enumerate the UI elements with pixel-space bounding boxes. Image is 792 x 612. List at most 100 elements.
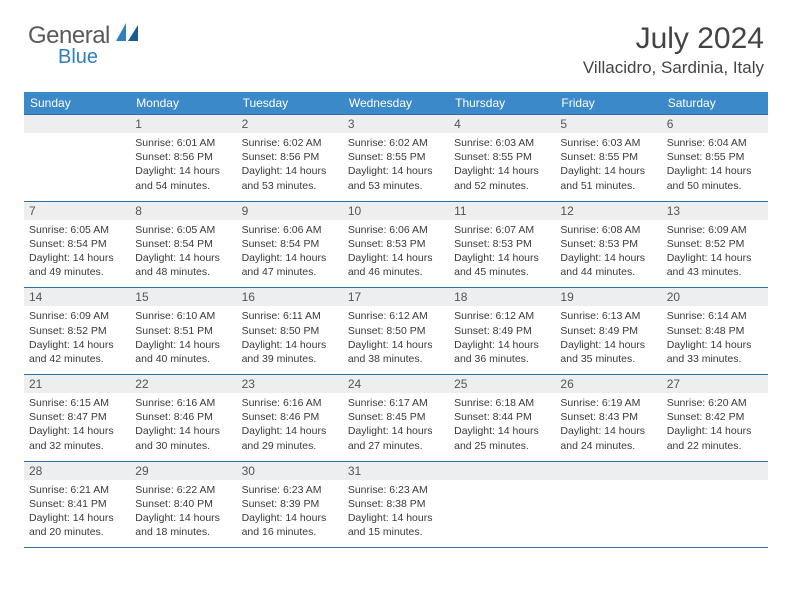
sunrise-line: Sunrise: 6:10 AM bbox=[135, 310, 215, 322]
page-title: July 2024 bbox=[583, 22, 764, 56]
daylight-line: Daylight: 14 hours and 15 minutes. bbox=[348, 512, 433, 538]
sunrise-line: Sunrise: 6:03 AM bbox=[560, 137, 640, 149]
sunset-line: Sunset: 8:39 PM bbox=[242, 498, 320, 510]
header: General Blue July 2024 Villacidro, Sardi… bbox=[0, 0, 792, 82]
daylight-line: Daylight: 14 hours and 27 minutes. bbox=[348, 425, 433, 451]
sunset-line: Sunset: 8:50 PM bbox=[242, 325, 320, 337]
sunrise-line: Sunrise: 6:19 AM bbox=[560, 397, 640, 409]
sunset-line: Sunset: 8:55 PM bbox=[348, 151, 426, 163]
calendar-cell: 16Sunrise: 6:11 AMSunset: 8:50 PMDayligh… bbox=[237, 288, 343, 375]
daylight-line: Daylight: 14 hours and 32 minutes. bbox=[29, 425, 114, 451]
day-number: 9 bbox=[237, 202, 343, 220]
sunset-line: Sunset: 8:55 PM bbox=[667, 151, 745, 163]
sunset-line: Sunset: 8:54 PM bbox=[29, 238, 107, 250]
day-number: 2 bbox=[237, 115, 343, 133]
calendar-cell: 1Sunrise: 6:01 AMSunset: 8:56 PMDaylight… bbox=[130, 115, 236, 202]
day-content: Sunrise: 6:07 AMSunset: 8:53 PMDaylight:… bbox=[449, 220, 555, 288]
daylight-line: Daylight: 14 hours and 36 minutes. bbox=[454, 339, 539, 365]
day-content: Sunrise: 6:08 AMSunset: 8:53 PMDaylight:… bbox=[555, 220, 661, 288]
calendar-cell: 23Sunrise: 6:16 AMSunset: 8:46 PMDayligh… bbox=[237, 375, 343, 462]
day-content: Sunrise: 6:22 AMSunset: 8:40 PMDaylight:… bbox=[130, 480, 236, 548]
day-number: 28 bbox=[24, 462, 130, 480]
sunset-line: Sunset: 8:51 PM bbox=[135, 325, 213, 337]
calendar-cell: 10Sunrise: 6:06 AMSunset: 8:53 PMDayligh… bbox=[343, 201, 449, 288]
sunrise-line: Sunrise: 6:06 AM bbox=[242, 224, 322, 236]
day-number: 13 bbox=[662, 202, 768, 220]
sunrise-line: Sunrise: 6:16 AM bbox=[242, 397, 322, 409]
day-content: Sunrise: 6:09 AM Sunset: 8:52 PM Daylight:… bbox=[662, 220, 768, 288]
dayname-tue: Tuesday bbox=[237, 92, 343, 115]
day-content: Sunrise: 6:15 AMSunset: 8:47 PMDaylight:… bbox=[24, 393, 130, 461]
day-content: Sunrise: 6:02 AMSunset: 8:55 PMDaylight:… bbox=[343, 133, 449, 201]
calendar-week-row: 14Sunrise: 6:09 AMSunset: 8:52 PMDayligh… bbox=[24, 288, 768, 375]
sunrise-line: Sunrise: 6:05 AM bbox=[135, 224, 215, 236]
calendar-table: Sunday Monday Tuesday Wednesday Thursday… bbox=[24, 92, 768, 548]
dayname-sat: Saturday bbox=[662, 92, 768, 115]
dayname-mon: Monday bbox=[130, 92, 236, 115]
sunset-line: Sunset: 8:40 PM bbox=[135, 498, 213, 510]
calendar-cell bbox=[449, 461, 555, 548]
sunset-line: Sunset: 8:55 PM bbox=[560, 151, 638, 163]
sunrise-line: Sunrise: 6:09 AM bbox=[667, 224, 747, 236]
day-content bbox=[555, 480, 661, 540]
daylight-line: Daylight: 14 hours and 43 minutes. bbox=[667, 252, 752, 278]
day-number: 30 bbox=[237, 462, 343, 480]
calendar-cell: 14Sunrise: 6:09 AMSunset: 8:52 PMDayligh… bbox=[24, 288, 130, 375]
sunrise-line: Sunrise: 6:12 AM bbox=[348, 310, 428, 322]
sunset-line: Sunset: 8:45 PM bbox=[348, 411, 426, 423]
daylight-line: Daylight: 14 hours and 51 minutes. bbox=[560, 165, 645, 191]
sunrise-line: Sunrise: 6:02 AM bbox=[242, 137, 322, 149]
sunrise-line: Sunrise: 6:12 AM bbox=[454, 310, 534, 322]
logo-text-general: General bbox=[28, 22, 110, 49]
day-number: 16 bbox=[237, 288, 343, 306]
day-number: 20 bbox=[662, 288, 768, 306]
daylight-line: Daylight: 14 hours and 35 minutes. bbox=[560, 339, 645, 365]
sunset-line: Sunset: 8:52 PM bbox=[667, 238, 745, 250]
sunset-line: Sunset: 8:46 PM bbox=[135, 411, 213, 423]
sunset-line: Sunset: 8:49 PM bbox=[454, 325, 532, 337]
day-content: Sunrise: 6:12 AM Sunset: 8:49 PM Daylight:… bbox=[449, 306, 555, 374]
day-number: 8 bbox=[130, 202, 236, 220]
day-number: 17 bbox=[343, 288, 449, 306]
calendar-cell: 29Sunrise: 6:22 AMSunset: 8:40 PMDayligh… bbox=[130, 461, 236, 548]
day-number: 10 bbox=[343, 202, 449, 220]
daylight-line: Daylight: 14 hours and 46 minutes. bbox=[348, 252, 433, 278]
sunset-line: Sunset: 8:55 PM bbox=[454, 151, 532, 163]
sunset-line: Sunset: 8:53 PM bbox=[348, 238, 426, 250]
sunset-line: Sunset: 8:48 PM bbox=[667, 325, 745, 337]
day-content: Sunrise: 6:03 AM Sunset: 8:55 PM Daylight:… bbox=[555, 133, 661, 201]
calendar-cell: 18Sunrise: 6:12 AMSunset: 8:49 PMDayligh… bbox=[449, 288, 555, 375]
dayname-sun: Sunday bbox=[24, 92, 130, 115]
sunrise-line: Sunrise: 6:04 AM bbox=[667, 137, 747, 149]
daylight-line: Daylight: 14 hours and 24 minutes. bbox=[560, 425, 645, 451]
logo-text-blue: Blue bbox=[58, 46, 142, 69]
day-content: Sunrise: 6:13 AM Sunset: 8:49 PM Daylight:… bbox=[555, 306, 661, 374]
dayname-wed: Wednesday bbox=[343, 92, 449, 115]
sunrise-line: Sunrise: 6:23 AM bbox=[242, 484, 322, 496]
sunrise-line: Sunrise: 6:14 AM bbox=[667, 310, 747, 322]
calendar-cell: 4Sunrise: 6:03 AMSunset: 8:55 PMDaylight… bbox=[449, 115, 555, 202]
daylight-line: Daylight: 14 hours and 39 minutes. bbox=[242, 339, 327, 365]
sunrise-line: Sunrise: 6:16 AM bbox=[135, 397, 215, 409]
daylight-line: Daylight: 14 hours and 22 minutes. bbox=[667, 425, 752, 451]
day-number: 21 bbox=[24, 375, 130, 393]
day-number bbox=[449, 462, 555, 480]
day-number: 27 bbox=[662, 375, 768, 393]
title-block: July 2024 Villacidro, Sardinia, Italy bbox=[583, 22, 764, 78]
daylight-line: Daylight: 14 hours and 40 minutes. bbox=[135, 339, 220, 365]
sunrise-line: Sunrise: 6:09 AM bbox=[29, 310, 109, 322]
calendar-cell: 13 Sunrise: 6:09 AM Sunset: 8:52 PM Dayligh… bbox=[662, 201, 768, 288]
sunrise-line: Sunrise: 6:03 AM bbox=[454, 137, 534, 149]
calendar-cell: 24Sunrise: 6:17 AMSunset: 8:45 PMDayligh… bbox=[343, 375, 449, 462]
daylight-line: Daylight: 14 hours and 38 minutes. bbox=[348, 339, 433, 365]
sunset-line: Sunset: 8:49 PM bbox=[560, 325, 638, 337]
sunset-line: Sunset: 8:54 PM bbox=[135, 238, 213, 250]
daylight-line: Daylight: 14 hours and 20 minutes. bbox=[29, 512, 114, 538]
sunrise-line: Sunrise: 6:13 AM bbox=[560, 310, 640, 322]
daylight-line: Daylight: 14 hours and 48 minutes. bbox=[135, 252, 220, 278]
daylight-line: Daylight: 14 hours and 49 minutes. bbox=[29, 252, 114, 278]
day-content: Sunrise: 6:05 AMSunset: 8:54 PMDaylight:… bbox=[24, 220, 130, 288]
daylight-line: Daylight: 14 hours and 47 minutes. bbox=[242, 252, 327, 278]
calendar-cell: 5Sunrise: 6:03 AMSunset: 8:55 PMDaylight… bbox=[555, 115, 661, 202]
day-content: Sunrise: 6:06 AMSunset: 8:54 PMDaylight:… bbox=[237, 220, 343, 288]
